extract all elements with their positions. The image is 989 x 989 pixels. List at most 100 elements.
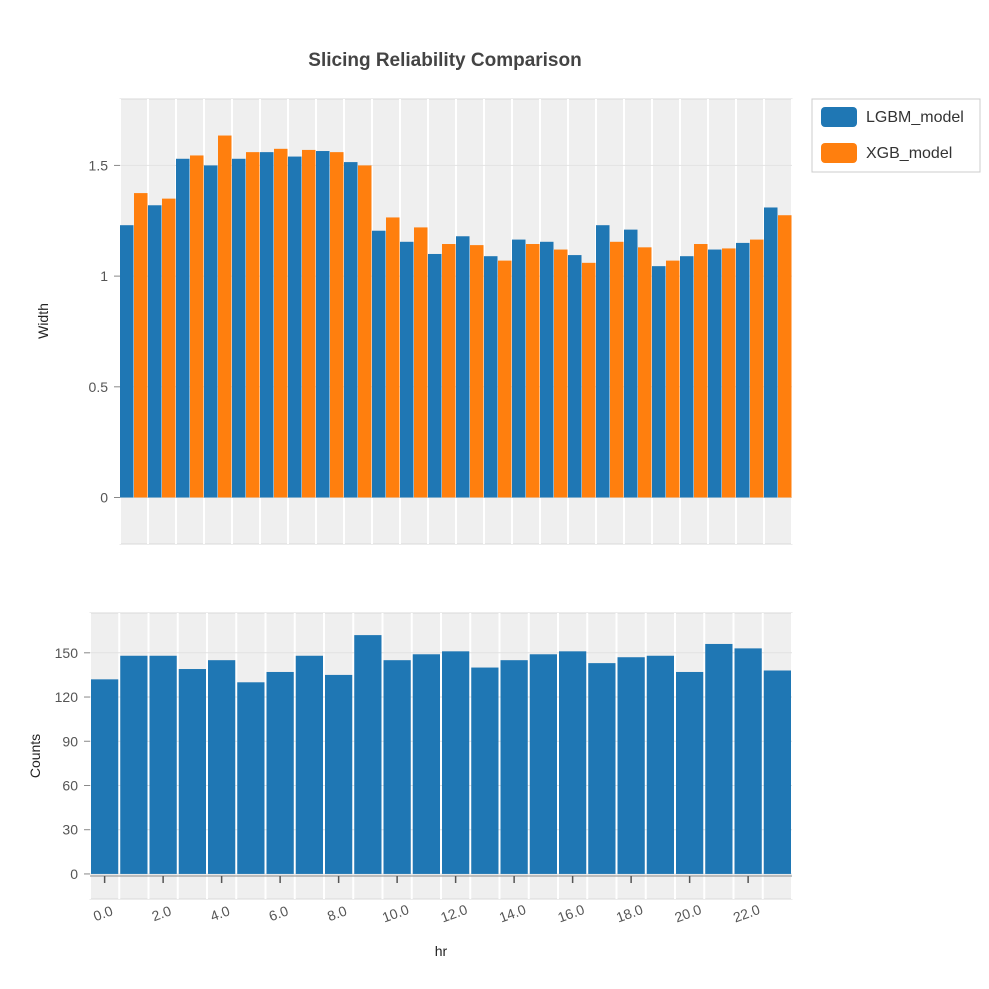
bar-lgbm-model — [400, 241, 414, 498]
top-bars — [120, 135, 792, 498]
top-y-tick-label: 1.5 — [89, 157, 109, 173]
top-y-ticks: 0 0.5 1 1.5 — [89, 157, 120, 506]
bar-lgbm-model — [596, 225, 610, 498]
bar-xgb-model — [162, 198, 176, 498]
bar-xgb-model — [386, 217, 400, 498]
bottom-x-tick-label: 14.0 — [497, 901, 528, 925]
bottom-y-tick-label: 60 — [62, 777, 78, 793]
bottom-gridlines — [89, 613, 793, 899]
bar-lgbm-model — [568, 255, 582, 498]
count-bar — [705, 643, 733, 874]
bar-xgb-model — [134, 193, 148, 498]
bar-xgb-model — [302, 149, 316, 498]
bar-lgbm-model — [540, 241, 554, 498]
bar-lgbm-model — [232, 158, 246, 498]
bar-xgb-model — [330, 152, 344, 498]
bar-lgbm-model — [764, 207, 778, 498]
count-bar — [295, 655, 323, 874]
bottom-x-tick-label: 0.0 — [91, 902, 115, 924]
bar-lgbm-model — [260, 152, 274, 498]
count-bar — [412, 654, 440, 874]
count-bar — [617, 657, 645, 874]
bottom-y-ticks: 0 30 60 90 120 150 — [55, 645, 90, 882]
bar-xgb-model — [358, 165, 372, 498]
count-bar — [120, 655, 148, 874]
bottom-x-tick-label: 12.0 — [438, 901, 469, 925]
legend-swatch-xgb — [821, 143, 857, 163]
count-bar — [208, 660, 236, 874]
count-bar — [559, 651, 587, 874]
bottom-y-tick-label: 0 — [70, 866, 78, 882]
bar-lgbm-model — [148, 205, 162, 498]
count-bar — [471, 667, 499, 874]
bottom-x-axis-label: hr — [435, 943, 448, 959]
bar-xgb-model — [526, 244, 540, 498]
count-bar — [237, 682, 265, 874]
count-bar — [149, 655, 177, 874]
legend: LGBM_model XGB_model — [811, 98, 981, 173]
bottom-x-tick-label: 16.0 — [555, 901, 586, 925]
count-bar — [266, 671, 294, 874]
bar-xgb-model — [218, 135, 232, 498]
legend-label-xgb: XGB_model — [866, 145, 952, 162]
bottom-bars — [91, 635, 791, 874]
bar-xgb-model — [778, 215, 792, 498]
bar-xgb-model — [666, 260, 680, 498]
count-bar — [676, 671, 704, 874]
bar-lgbm-model — [680, 256, 694, 498]
legend-swatch-lgbm — [821, 107, 857, 127]
bar-lgbm-model — [624, 229, 638, 498]
bottom-x-tick-label: 6.0 — [267, 902, 291, 924]
count-bar — [178, 669, 206, 874]
bar-xgb-model — [498, 260, 512, 498]
bar-lgbm-model — [372, 230, 386, 498]
legend-label-lgbm: LGBM_model — [866, 109, 964, 126]
bar-xgb-model — [442, 244, 456, 498]
count-bar — [442, 651, 470, 874]
count-bar — [646, 655, 674, 874]
top-y-tick-label: 0 — [100, 490, 108, 506]
count-bar — [91, 679, 119, 874]
bar-lgbm-model — [176, 158, 190, 498]
count-bar — [763, 670, 791, 874]
bar-lgbm-model — [204, 165, 218, 498]
bar-xgb-model — [610, 241, 624, 498]
count-bar — [354, 635, 382, 874]
top-y-axis-label: Width — [35, 303, 51, 339]
count-bar — [734, 648, 762, 874]
top-panel: 0 0.5 1 1.5 Width — [35, 98, 793, 545]
bar-xgb-model — [190, 155, 204, 498]
bar-xgb-model — [694, 244, 708, 498]
count-bar — [383, 660, 411, 874]
bar-lgbm-model — [736, 242, 750, 498]
bar-lgbm-model — [708, 249, 722, 498]
bar-xgb-model — [638, 247, 652, 498]
bar-lgbm-model — [512, 239, 526, 498]
count-bar — [588, 663, 616, 874]
count-bar — [529, 654, 557, 874]
top-y-tick-label: 0.5 — [89, 379, 109, 395]
bottom-x-tick-label: 22.0 — [731, 901, 762, 925]
bar-lgbm-model — [428, 253, 442, 498]
count-bar — [500, 660, 528, 874]
bottom-x-tick-label: 8.0 — [325, 902, 349, 924]
bar-xgb-model — [722, 248, 736, 498]
bar-lgbm-model — [344, 162, 358, 498]
bottom-x-tick-label: 18.0 — [614, 901, 645, 925]
bar-lgbm-model — [652, 266, 666, 498]
bottom-x-tick-label: 20.0 — [672, 901, 703, 925]
bar-xgb-model — [750, 239, 764, 498]
bottom-y-axis-label: Counts — [27, 734, 43, 778]
bar-lgbm-model — [288, 156, 302, 498]
bottom-panel: 0 30 60 90 120 150 0.0 2.0 4.0 6.0 8.0 10.0 12.0 14.… — [27, 612, 793, 959]
bottom-x-tick-label: 2.0 — [150, 902, 174, 924]
bottom-y-tick-label: 90 — [62, 733, 78, 749]
bar-lgbm-model — [456, 236, 470, 498]
bottom-y-tick-label: 30 — [62, 822, 78, 838]
bottom-x-tick-label: 4.0 — [208, 902, 232, 924]
chart-title: Slicing Reliability Comparison — [308, 50, 581, 71]
bar-lgbm-model — [316, 151, 330, 498]
bar-xgb-model — [414, 227, 428, 498]
